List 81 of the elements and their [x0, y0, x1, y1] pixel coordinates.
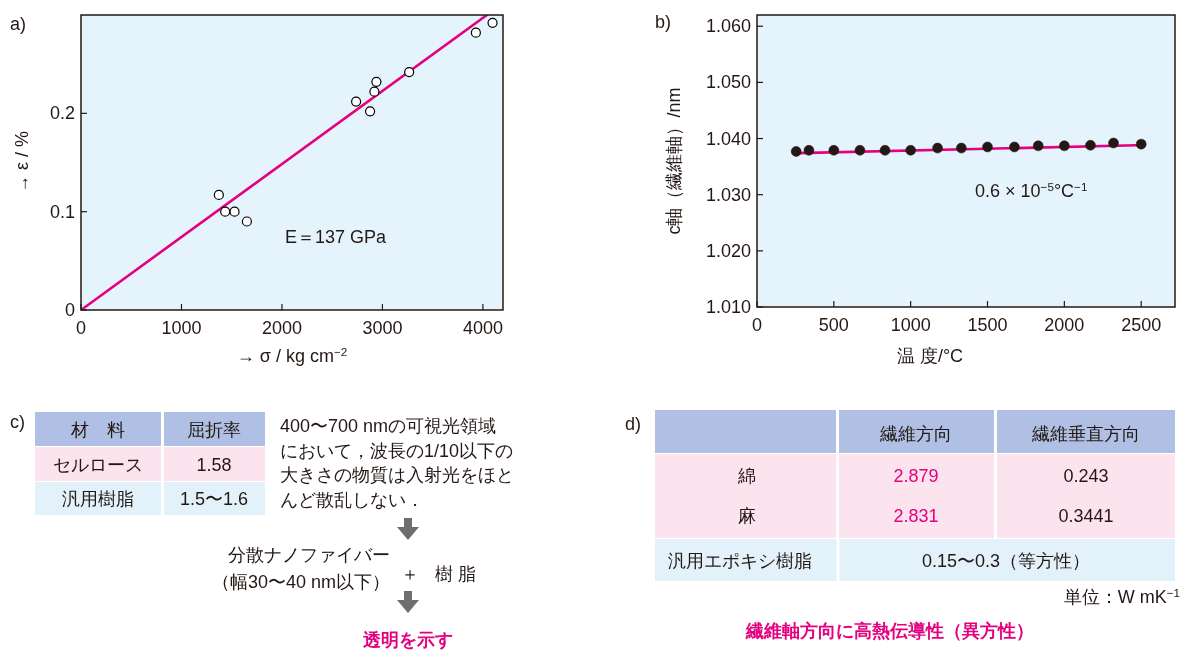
- text: 汎用エポキシ樹脂: [668, 551, 812, 571]
- point: [828, 145, 840, 156]
- y-tick-label: 0: [64, 300, 75, 320]
- text: 2.831: [893, 506, 939, 526]
- text: 400〜700 nmの可視光領域: [280, 416, 497, 436]
- point: [905, 145, 916, 156]
- text: 綿: [737, 466, 756, 486]
- text: 単位：W mK$^{−1}$: [1063, 585, 1180, 607]
- y-tick-label: 1.030: [705, 184, 751, 205]
- chart-title: a): [10, 14, 27, 34]
- point: [1009, 141, 1020, 153]
- x-tick-label: 2000: [261, 318, 302, 338]
- text: 0.15〜0.3（等方性）: [921, 551, 1091, 571]
- point: [487, 17, 498, 28]
- text: 汎用樹脂: [62, 489, 134, 509]
- point: [932, 142, 943, 154]
- point: [1108, 137, 1119, 149]
- y-axis-title: c軸（繊維軸）/nm: [664, 87, 684, 235]
- chart-title: b): [655, 12, 672, 32]
- text: c): [10, 412, 25, 432]
- x-tick-label: 3000: [362, 318, 403, 338]
- x-axis-title: 温 度/°C: [896, 346, 964, 366]
- text: 繊維方向: [879, 424, 952, 444]
- text: 1.58: [196, 455, 232, 475]
- point: [1085, 140, 1096, 151]
- text: 屈折率: [187, 420, 241, 440]
- x-tick-label: 1500: [967, 315, 1008, 335]
- text: 大きさの物質は入射光をほと: [280, 465, 514, 485]
- y-tick-label: 1.010: [705, 297, 751, 317]
- y-tick-label: 1.050: [705, 72, 751, 93]
- y-tick-label: 0.1: [49, 201, 75, 222]
- point: [213, 189, 224, 201]
- point: [351, 96, 362, 107]
- text: 0.3441: [1058, 506, 1114, 526]
- point: [1059, 140, 1070, 152]
- point: [790, 146, 802, 157]
- y-tick-label: 1.040: [705, 128, 751, 149]
- text: において，波長の1/10以下の: [280, 441, 514, 461]
- point: [364, 106, 376, 117]
- text: d): [625, 414, 642, 434]
- point: [470, 27, 481, 38]
- point: [241, 216, 252, 227]
- text: 透明を示す: [362, 630, 453, 650]
- y-tick-label: 0.2: [49, 103, 75, 124]
- x-tick-label: 1000: [161, 318, 202, 338]
- text: セルロース: [53, 455, 143, 475]
- x-tick-label: 500: [818, 315, 849, 335]
- text: 2.879: [893, 466, 939, 486]
- text: （幅30〜40 nm以下）: [211, 572, 390, 592]
- text: 分散ナノファイバー: [228, 545, 390, 565]
- y-tick-label: 1.020: [705, 240, 751, 261]
- point: [371, 76, 382, 87]
- text: 材 料: [70, 420, 125, 440]
- point: [229, 206, 240, 217]
- point: [982, 141, 993, 153]
- point: [404, 66, 415, 78]
- point: [220, 206, 231, 217]
- x-tick-label: 4000: [462, 318, 503, 338]
- text: 麻: [738, 506, 756, 526]
- x-axis-title: → σ / kg cm$^{−2}$: [236, 344, 348, 366]
- point: [803, 145, 815, 156]
- point: [956, 142, 967, 154]
- point: [369, 86, 380, 97]
- annotation: E＝137 GPa: [285, 227, 388, 247]
- text: 繊維垂直方向: [1031, 424, 1140, 444]
- point: [879, 145, 891, 156]
- x-tick-label: 2000: [1044, 315, 1085, 335]
- point: [1032, 140, 1044, 152]
- text: ＋: [401, 564, 419, 584]
- x-tick-label: 1000: [890, 315, 931, 335]
- y-tick-label: 1.060: [705, 16, 751, 37]
- text: んど散乱しない．: [280, 490, 424, 510]
- point: [854, 145, 866, 156]
- x-tick-label: 2500: [1121, 315, 1162, 335]
- text: 繊維軸方向に高熱伝導性（異方性）: [745, 621, 1034, 641]
- text: 0.243: [1063, 466, 1109, 486]
- text: 1.5〜1.6: [179, 489, 249, 509]
- text: 樹 脂: [435, 564, 477, 584]
- annotation: 0.6 × 10$^{−5}$°C$^{−1}$: [975, 179, 1088, 201]
- point: [1135, 138, 1147, 150]
- y-axis-title: → ε / %: [12, 130, 32, 194]
